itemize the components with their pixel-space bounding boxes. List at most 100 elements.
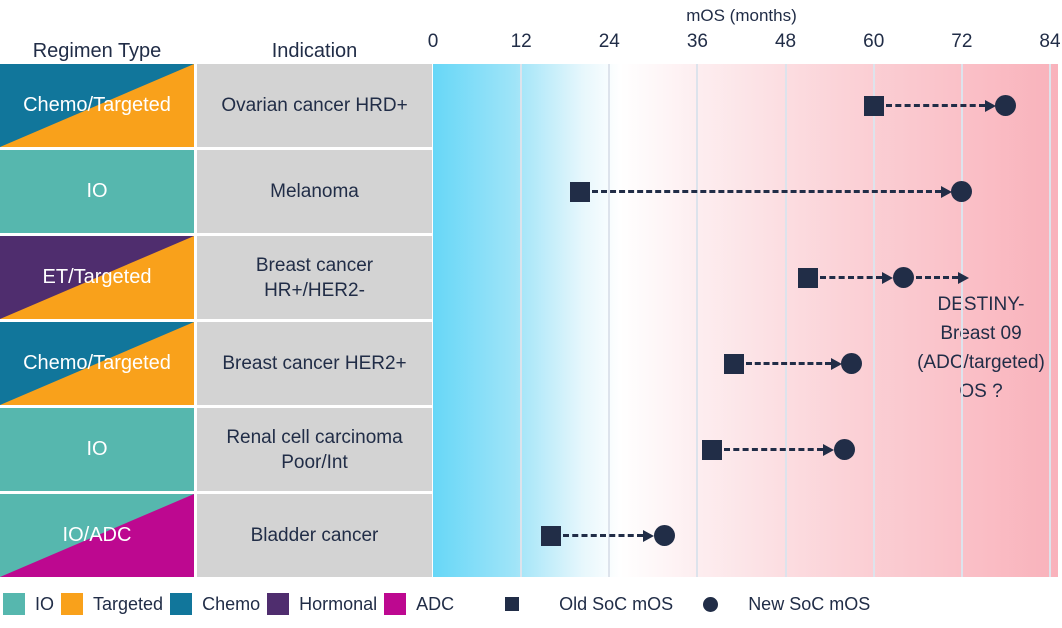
arrow-head-icon (984, 99, 996, 112)
indication-cell: Renal cell carcinoma Poor/Int (197, 408, 432, 491)
legend-swatch (267, 593, 290, 615)
regimen-cell: IO (0, 150, 194, 233)
chart-area: DESTINY- Breast 09 (ADC/targeted) OS ? (433, 64, 1058, 577)
new-soc-marker (841, 353, 863, 374)
regimen-label: IO (86, 180, 108, 202)
legend: IO Targeted Chemo Hormonal ADC Old SoC mOS N… (3, 590, 870, 618)
annotation-line: (ADC/targeted) (917, 352, 1045, 373)
indication-label: Bladder cancer (250, 525, 379, 546)
arrow-head-icon (958, 271, 970, 284)
legend-swatch (384, 593, 407, 615)
axis-tick-label: 12 (510, 31, 532, 52)
table-row: IO Melanoma (0, 150, 432, 233)
legend-label: Chemo (202, 593, 261, 614)
gridline (1049, 64, 1051, 577)
axis-tick-label: 84 (1039, 31, 1061, 52)
regimen-label: IO/ADC (62, 524, 132, 546)
regimen-label: Chemo/Targeted (23, 352, 171, 374)
arrow-connector (562, 534, 644, 537)
regimen-cell: IO/ADC (0, 494, 194, 577)
legend-swatch (61, 593, 84, 615)
indication-cell: Ovarian cancer HRD+ (197, 64, 432, 147)
annotation-line: OS ? (959, 381, 1003, 402)
indication-label: Breast cancer HER2+ (222, 353, 407, 374)
gridline (960, 64, 963, 577)
axis-tick-label: 72 (951, 31, 973, 52)
indication-label: Breast cancer HR+/HER2- (255, 254, 374, 301)
axis-ticks: 0 12 24 36 48 60 72 84 (428, 31, 1062, 55)
arrow-head-icon (823, 443, 835, 456)
indication-cell: Breast cancer HR+/HER2- (197, 236, 432, 319)
indication-cell: Breast cancer HER2+ (197, 322, 432, 405)
legend-label: ADC (416, 593, 455, 614)
indication-cell: Melanoma (197, 150, 432, 233)
new-soc-marker (653, 525, 675, 546)
regimen-type-header: Regimen Type (32, 40, 162, 62)
old-soc-marker (569, 181, 590, 202)
arrow-connector (916, 276, 959, 279)
new-soc-marker (951, 181, 973, 202)
regimen-label: Chemo/Targeted (23, 94, 171, 116)
arrow-connector (591, 190, 941, 193)
old-soc-marker (863, 95, 884, 116)
regimen-label: ET/Targeted (42, 266, 152, 288)
legend-item: Chemo (170, 593, 260, 615)
axis-tick-label: 48 (774, 31, 797, 52)
destiny-annotation: DESTINY- Breast 09 (ADC/targeted) OS ? (885, 290, 1062, 406)
table-row: ET/Targeted Breast cancer HR+/HER2- (0, 236, 432, 319)
legend-label: Hormonal (299, 593, 378, 614)
arrow-connector (885, 104, 985, 107)
regimen-cell: ET/Targeted (0, 236, 194, 319)
indication-label: Renal cell carcinoma Poor/Int (226, 426, 403, 473)
axis-tick-label: 0 (427, 31, 439, 52)
annotation-line: Breast 09 (940, 323, 1022, 344)
legend-old-label: Old SoC mOS (559, 593, 674, 614)
regimen-label: IO (86, 438, 108, 460)
legend-item: IO (3, 593, 54, 615)
regimen-cell: Chemo/Targeted (0, 64, 194, 147)
arrow-head-icon (830, 357, 842, 370)
legend-label: IO (35, 593, 55, 614)
regimen-cell: IO (0, 408, 194, 491)
arrow-connector (724, 448, 824, 451)
axis-tick-label: 36 (686, 31, 708, 52)
new-soc-marker (892, 267, 914, 288)
indication-header: Indication (271, 40, 358, 62)
old-soc-marker (702, 439, 723, 460)
indication-label: Melanoma (270, 181, 359, 202)
old-soc-marker (724, 353, 745, 374)
legend-new-label: New SoC mOS (748, 593, 871, 614)
annotation-line: DESTINY- (937, 294, 1025, 315)
new-soc-marker (995, 95, 1017, 116)
arrow-head-icon (940, 185, 952, 198)
new-soc-circle-icon (703, 596, 719, 612)
indication-cell: Bladder cancer (197, 494, 432, 577)
legend-label: Targeted (93, 593, 164, 614)
axis-title: mOS (months) (686, 6, 797, 25)
axis-tick-label: 24 (598, 31, 620, 52)
arrow-head-icon (643, 529, 655, 542)
arrow-head-icon (882, 271, 894, 284)
legend-regimen-items: IO Targeted Chemo Hormonal ADC (3, 593, 461, 615)
old-soc-marker (540, 525, 561, 546)
arrow-connector (819, 276, 883, 279)
table-row: IO Renal cell carcinoma Poor/Int (0, 408, 432, 491)
legend-item: ADC (384, 593, 454, 615)
gridline (520, 64, 523, 577)
axis-tick-label: 60 (863, 31, 885, 52)
gridline (872, 64, 875, 577)
table-row: Chemo/Targeted Ovarian cancer HRD+ (0, 64, 432, 147)
gridline (696, 64, 699, 577)
old-soc-marker (797, 267, 818, 288)
regimen-cell: Chemo/Targeted (0, 322, 194, 405)
legend-item: Hormonal (267, 593, 377, 615)
arrow-connector (746, 362, 831, 365)
table-row: IO/ADC Bladder cancer (0, 494, 432, 577)
gridline (608, 64, 611, 577)
table-row: Chemo/Targeted Breast cancer HER2+ (0, 322, 432, 405)
legend-item: Targeted (61, 593, 163, 615)
gridline (784, 64, 787, 577)
table: Chemo/Targeted Ovarian cancer HRD+ IO Melan… (0, 64, 432, 577)
legend-swatch (3, 593, 25, 615)
